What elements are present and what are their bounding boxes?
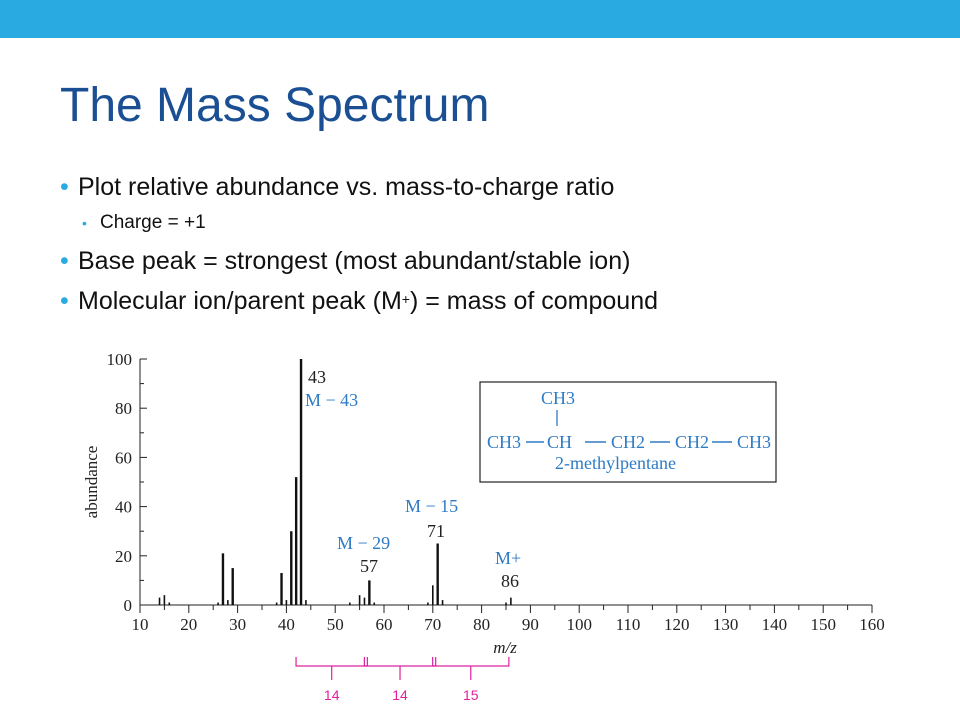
peak-annotation: 86 xyxy=(501,571,519,591)
y-tick-label: 100 xyxy=(107,350,133,369)
bullet-dot-icon: • xyxy=(60,247,69,275)
bracket-label: 14 xyxy=(324,687,340,703)
bullet-item: • Base peak = strongest (most abundant/s… xyxy=(60,244,658,278)
peak-annotation: 71 xyxy=(427,521,445,541)
x-tick-label: 140 xyxy=(762,615,788,634)
bullet-item: • Plot relative abundance vs. mass-to-ch… xyxy=(60,170,658,204)
structure-group: CH2 xyxy=(611,432,645,452)
x-tick-label: 90 xyxy=(522,615,539,634)
top-accent-bar xyxy=(0,0,960,38)
x-tick-label: 60 xyxy=(376,615,393,634)
bullet-text: Charge = +1 xyxy=(100,212,206,233)
bullet-text: Plot relative abundance vs. mass-to-char… xyxy=(78,173,615,201)
bullet-text-part: ) = mass of compound xyxy=(409,287,659,315)
x-tick-label: 80 xyxy=(473,615,490,634)
peak-annotation: 57 xyxy=(360,556,378,576)
peak-annotation: M+ xyxy=(495,548,521,568)
x-tick-label: 70 xyxy=(424,615,441,634)
peak-annotation: M − 15 xyxy=(405,496,458,516)
peak-annotation: 43 xyxy=(308,367,326,387)
bracket-line xyxy=(295,657,368,667)
y-axis-label: abundance xyxy=(82,446,101,519)
structure-group: CH3 xyxy=(487,432,521,452)
y-tick-label: 20 xyxy=(115,547,132,566)
y-tick-label: 80 xyxy=(115,399,132,418)
bullet-text: Base peak = strongest (most abundant/sta… xyxy=(78,247,631,275)
structure-group: CH2 xyxy=(675,432,709,452)
bracket-label: 14 xyxy=(392,687,408,703)
slide-title: The Mass Spectrum xyxy=(60,79,490,132)
structure-box xyxy=(479,381,777,483)
x-tick-label: 10 xyxy=(132,615,149,634)
structure-group: CH3 xyxy=(737,432,771,452)
y-tick-label: 40 xyxy=(115,498,132,517)
structure-name: 2-methylpentane xyxy=(555,453,676,473)
structure-branch: CH3 xyxy=(541,388,575,408)
bullet-dot-icon: • xyxy=(82,215,87,231)
peak-annotation: M − 29 xyxy=(337,533,390,553)
x-tick-label: 50 xyxy=(327,615,344,634)
bullet-list: • Plot relative abundance vs. mass-to-ch… xyxy=(60,170,658,318)
x-tick-label: 150 xyxy=(810,615,836,634)
bullet-item: • Molecular ion/parent peak (M+) = mass … xyxy=(60,284,658,318)
y-tick-label: 0 xyxy=(124,596,133,615)
structure-group: CH xyxy=(547,432,572,452)
x-tick-label: 40 xyxy=(278,615,295,634)
x-axis-label: m/z xyxy=(493,638,517,657)
x-tick-label: 130 xyxy=(713,615,739,634)
x-tick-label: 20 xyxy=(180,615,197,634)
bullet-dot-icon: • xyxy=(60,173,69,201)
bullet-text-part: Molecular ion/parent peak (M xyxy=(78,287,402,315)
bullet-dot-icon: • xyxy=(60,287,69,315)
x-tick-label: 100 xyxy=(566,615,592,634)
x-tick-label: 160 xyxy=(859,615,885,634)
y-tick-label: 60 xyxy=(115,448,132,467)
x-tick-label: 120 xyxy=(664,615,690,634)
bullet-superscript: + xyxy=(401,291,410,307)
sub-bullet-item: • Charge = +1 xyxy=(82,210,658,236)
x-tick-label: 110 xyxy=(616,615,641,634)
bracket-line xyxy=(432,657,510,667)
peak-annotation: M − 43 xyxy=(305,390,358,410)
bracket-label: 15 xyxy=(463,687,479,703)
x-tick-label: 30 xyxy=(229,615,246,634)
bracket-line xyxy=(363,657,437,667)
